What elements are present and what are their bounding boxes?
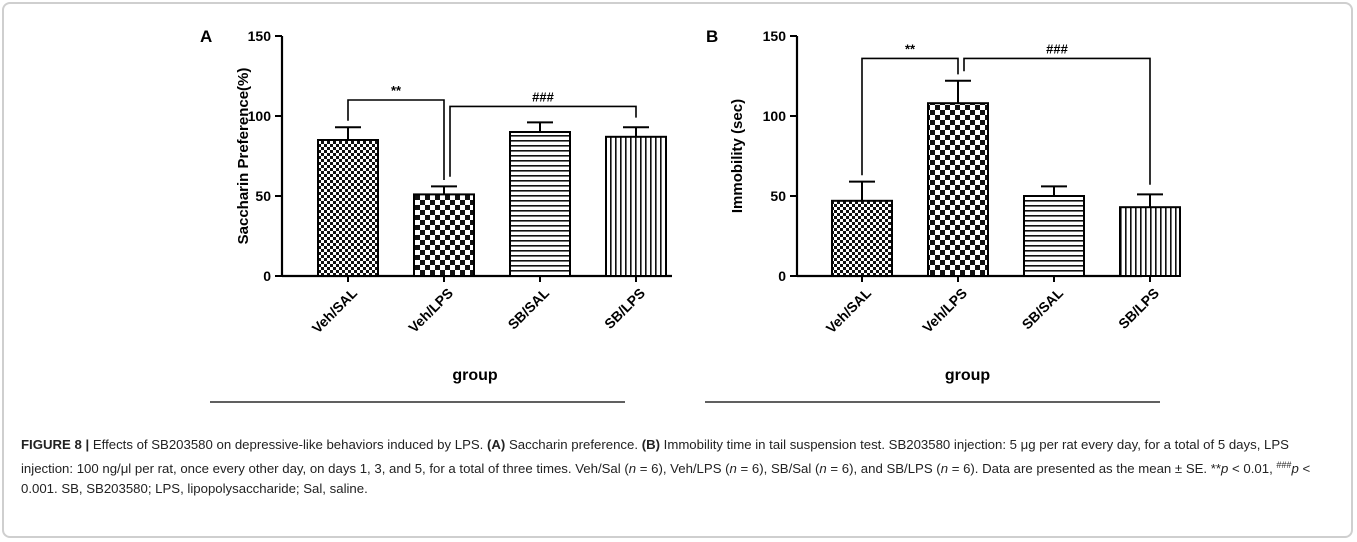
caption-text: = 6), and SB/LPS (: [826, 461, 941, 476]
significance-bracket: [861, 57, 959, 176]
bar: [317, 139, 379, 277]
y-tick-label: 0: [263, 268, 271, 284]
caption-n: n: [940, 461, 949, 476]
caption-superscript: ###: [1276, 460, 1292, 470]
bar: [509, 131, 571, 277]
y-tick-label: 150: [763, 28, 787, 44]
significance-bracket: [963, 57, 1151, 185]
panel-letter: B: [706, 27, 718, 46]
y-tick-label: 100: [248, 108, 272, 124]
y-tick-label: 50: [255, 188, 271, 204]
x-axis-label: group: [452, 367, 498, 384]
x-tick-label: Veh/SAL: [309, 284, 361, 336]
y-axis-label: Immobility (sec): [729, 99, 746, 213]
bar: [605, 135, 667, 277]
panel-letter: A: [200, 27, 212, 46]
significance-bracket: [347, 99, 445, 180]
x-tick-label: SB/SAL: [505, 284, 553, 332]
significance-label: **: [905, 41, 916, 56]
caption-panel-a-label: (A): [487, 437, 506, 452]
caption-figure-label: FIGURE 8 |: [21, 437, 90, 452]
caption-text: Saccharin preference.: [505, 437, 642, 452]
x-tick-label: Veh/LPS: [919, 285, 970, 336]
caption-p: p: [1291, 461, 1299, 476]
caption-text: Effects of SB203580 on depressive-like b…: [89, 437, 488, 452]
x-tick-label: SB/LPS: [1115, 285, 1162, 332]
y-tick-label: 50: [770, 188, 786, 204]
y-tick-label: 100: [763, 108, 787, 124]
x-tick-label: Veh/LPS: [405, 285, 456, 336]
caption-n: n: [819, 461, 827, 476]
significance-label: ###: [532, 89, 554, 104]
caption-text: = 6). Data are presented as the mean ± S…: [948, 461, 1222, 476]
panel-b-chart: B 0 50 100 150 Immobility (sec) Veh/SAL Veh/LPS…: [706, 27, 1181, 384]
caption-panel-b-label: (B): [641, 437, 660, 452]
caption-text: Immobility time in tail suspension test.…: [21, 437, 1289, 476]
caption-text: = 6), SB/Sal (: [736, 461, 820, 476]
caption-text: = 6), Veh/LPS (: [636, 461, 730, 476]
y-tick-label: 150: [248, 28, 272, 44]
figure-charts: A 0 50 100 150 Saccharin Preference(%) Veh/SAL…: [200, 27, 1181, 403]
panel-a-chart: A 0 50 100 150 Saccharin Preference(%) Veh/SAL…: [200, 27, 672, 384]
y-tick-label: 0: [778, 268, 786, 284]
caption-text: < 0.001. SB, SB203580; LPS, lipopolysacc…: [21, 461, 1311, 496]
caption-n: n: [628, 461, 637, 476]
significance-label: ###: [1046, 41, 1068, 56]
x-axis-label: group: [945, 367, 991, 384]
caption-n: n: [729, 461, 737, 476]
significance-label: **: [391, 83, 402, 98]
y-axis-label: Saccharin Preference(%): [235, 68, 252, 245]
x-tick-label: SB/SAL: [1019, 284, 1067, 332]
x-tick-label: SB/LPS: [601, 285, 648, 332]
bar: [927, 102, 989, 277]
bar: [413, 193, 475, 277]
bar: [831, 199, 893, 277]
figure-caption: FIGURE 8 | Effects of SB203580 on depres…: [21, 435, 1336, 499]
bar: [1119, 206, 1181, 277]
caption-text: < 0.01,: [1228, 461, 1277, 476]
significance-bracket: [449, 105, 637, 177]
x-tick-label: Veh/SAL: [823, 284, 875, 336]
bar: [1023, 195, 1085, 277]
caption-p: p: [1221, 461, 1229, 476]
